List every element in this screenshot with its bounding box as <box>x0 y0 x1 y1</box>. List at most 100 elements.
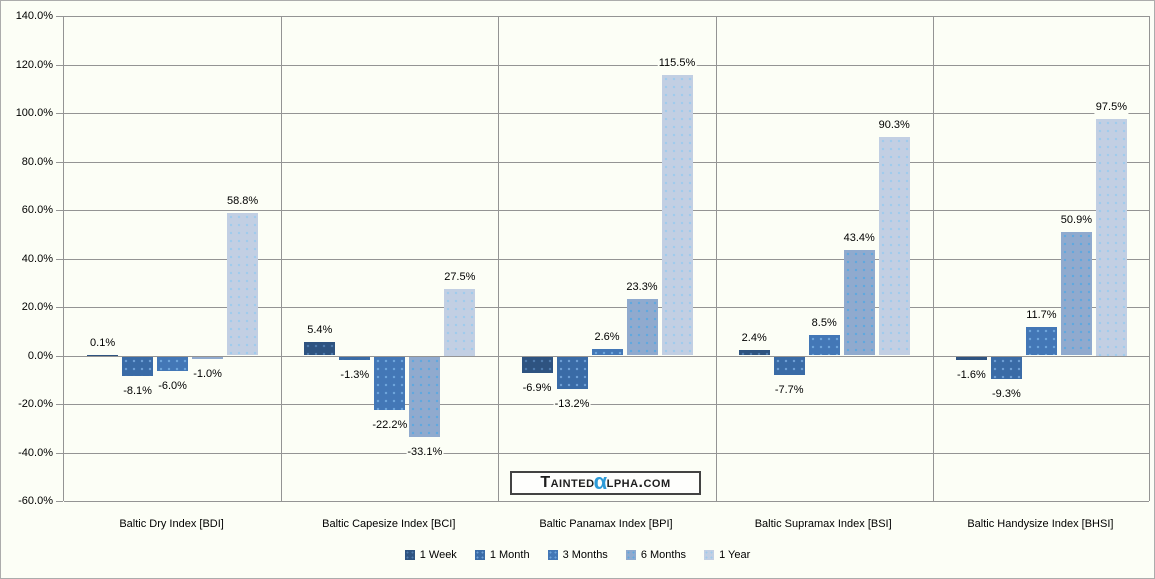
plot-area: 0.1% -8.1% -6.0% -1.0% 58.8% 5.4% -1.3% -22.2% -… <box>63 16 1150 502</box>
y-tick-label: 60.0% <box>21 204 53 216</box>
y-tick-mark <box>56 404 63 405</box>
bar <box>556 356 588 389</box>
bar <box>444 288 476 356</box>
category-label: Baltic Dry Index [BDI] <box>119 518 224 530</box>
value-label: 11.7% <box>1025 309 1058 323</box>
bar <box>87 355 119 356</box>
bar <box>409 356 441 437</box>
value-label: 5.4% <box>306 324 334 338</box>
value-label: 23.3% <box>625 280 659 294</box>
bar <box>374 356 406 411</box>
bar <box>738 349 770 356</box>
bar <box>1025 327 1057 356</box>
bar <box>192 356 224 359</box>
bar <box>773 356 805 376</box>
category-label: Baltic Supramax Index [BSI] <box>754 518 892 530</box>
alpha-glyph: α <box>593 469 608 494</box>
legend-item: 3 Months <box>547 549 608 561</box>
bar <box>157 356 189 372</box>
value-label: 8.5% <box>810 316 838 330</box>
gridline <box>64 16 1149 17</box>
value-label: 2.6% <box>593 331 621 345</box>
legend-label: 1 Month <box>489 549 530 561</box>
value-label: -22.2% <box>371 419 409 433</box>
value-label: 50.9% <box>1059 214 1093 228</box>
y-tick-mark <box>56 452 63 454</box>
value-label: -1.0% <box>192 367 223 381</box>
gridline <box>64 64 1149 66</box>
legend-label: 6 Months <box>640 549 687 561</box>
watermark: Tainted α lpha.com <box>510 471 701 495</box>
y-tick-label: 120.0% <box>15 58 53 71</box>
gridline <box>64 452 1149 454</box>
legend-marker <box>625 550 636 560</box>
value-label: 97.5% <box>1094 101 1128 115</box>
value-label: -8.1% <box>122 385 153 399</box>
bar <box>661 75 693 356</box>
y-tick-mark <box>56 501 63 502</box>
gridline <box>64 113 1149 114</box>
bar <box>843 250 875 356</box>
y-tick-label: -40.0% <box>18 446 53 459</box>
y-tick-label: 0.0% <box>27 349 53 362</box>
watermark-suffix: lpha.com <box>606 474 671 491</box>
value-label: -6.0% <box>157 380 188 394</box>
value-label: -1.6% <box>956 369 987 383</box>
legend-marker <box>704 550 715 560</box>
y-tick-label: 140.0% <box>15 10 53 22</box>
y-tick-mark <box>56 161 63 163</box>
legend-label: 3 Months <box>562 549 608 561</box>
value-label: 115.5% <box>657 57 697 71</box>
legend-marker <box>547 550 558 560</box>
y-tick-mark <box>56 64 63 66</box>
value-label: 43.4% <box>842 232 876 246</box>
y-tick-label: 20.0% <box>21 301 53 313</box>
bar <box>955 356 987 361</box>
value-label: 90.3% <box>877 118 911 132</box>
bar <box>1095 119 1127 356</box>
y-tick-mark <box>56 16 63 17</box>
x-axis-category-labels: Baltic Dry Index [BDI] Baltic Capesize In… <box>63 516 1149 532</box>
gridline <box>64 355 1149 357</box>
y-tick-mark <box>56 210 63 211</box>
value-label: -13.2% <box>553 397 591 411</box>
legend: 1 Week 1 Month 3 Months 6 Months 1 Year <box>1 549 1154 561</box>
category-separator <box>715 16 717 501</box>
gridline <box>64 404 1149 405</box>
category-label: Baltic Capesize Index [BCI] <box>322 518 456 530</box>
value-label: 2.4% <box>740 331 768 345</box>
gridline <box>64 258 1149 260</box>
gridline <box>64 307 1149 308</box>
y-tick-mark <box>56 113 63 114</box>
bar <box>591 349 623 356</box>
value-label: -7.7% <box>773 384 805 398</box>
bar <box>1060 232 1092 356</box>
legend-label: 1 Year <box>719 549 751 561</box>
bar <box>227 212 259 356</box>
bar <box>339 356 371 360</box>
category-separator <box>498 16 500 501</box>
watermark-prefix: Tainted <box>540 474 595 491</box>
gridline <box>64 501 1149 502</box>
y-tick-mark <box>56 355 63 357</box>
value-label: -6.9% <box>521 382 553 396</box>
value-label: 58.8% <box>225 194 260 208</box>
category-separator <box>932 16 934 501</box>
value-label: -9.3% <box>991 388 1022 402</box>
value-label: 0.1% <box>89 337 117 351</box>
bar <box>990 356 1022 380</box>
bar <box>626 298 658 356</box>
value-label: 27.5% <box>443 270 477 284</box>
legend-label: 1 Week <box>419 549 457 561</box>
bar <box>122 356 154 377</box>
category-label: Baltic Panamax Index [BPI] <box>539 518 673 530</box>
y-tick-label: 80.0% <box>21 155 53 168</box>
y-tick-label: 100.0% <box>15 107 53 119</box>
y-tick-mark <box>56 307 63 308</box>
bar <box>808 334 840 356</box>
bar <box>878 136 910 356</box>
legend-marker <box>474 550 485 560</box>
legend-marker <box>404 550 415 560</box>
gridline <box>64 161 1149 163</box>
